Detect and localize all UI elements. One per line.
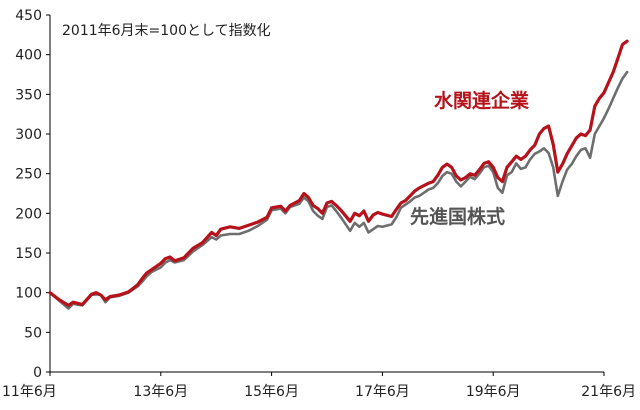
chart-lines xyxy=(48,39,629,310)
y-tick-label: 150 xyxy=(15,246,42,262)
series-line-developed xyxy=(48,70,629,310)
y-tick-label: 300 xyxy=(15,127,42,143)
y-tick-label: 200 xyxy=(15,206,42,222)
y-tick-label: 350 xyxy=(15,87,42,103)
x-tick-label: 15年6月 xyxy=(244,384,299,400)
y-tick-label: 0 xyxy=(33,365,42,381)
x-tick-label: 11年6月 xyxy=(2,384,57,400)
y-tick-label: 50 xyxy=(24,325,42,341)
x-tick-label: 17年6月 xyxy=(355,384,410,400)
series-label-water: 水関連企業 xyxy=(434,89,530,112)
y-tick-label: 250 xyxy=(15,167,42,183)
y-tick-label: 100 xyxy=(15,286,42,302)
y-tick-label: 400 xyxy=(15,48,42,64)
x-tick-label: 21年6月 xyxy=(581,384,636,400)
chart-note: 2011年6月末=100として指数化 xyxy=(62,23,271,39)
series-label-developed: 先進国株式 xyxy=(410,205,505,228)
series-line-water xyxy=(48,39,629,307)
y-tick-label: 450 xyxy=(15,8,42,24)
x-tick-label: 13年6月 xyxy=(133,384,188,400)
x-tick-label: 19年6月 xyxy=(466,384,521,400)
chart-axes: 0 50 100 150 200 250 300 350 400 450 11年6月 13年6月 15年… xyxy=(2,8,636,400)
chart-labels: 2011年6月末=100として指数化 水関連企業 先進国株式 xyxy=(62,23,530,228)
